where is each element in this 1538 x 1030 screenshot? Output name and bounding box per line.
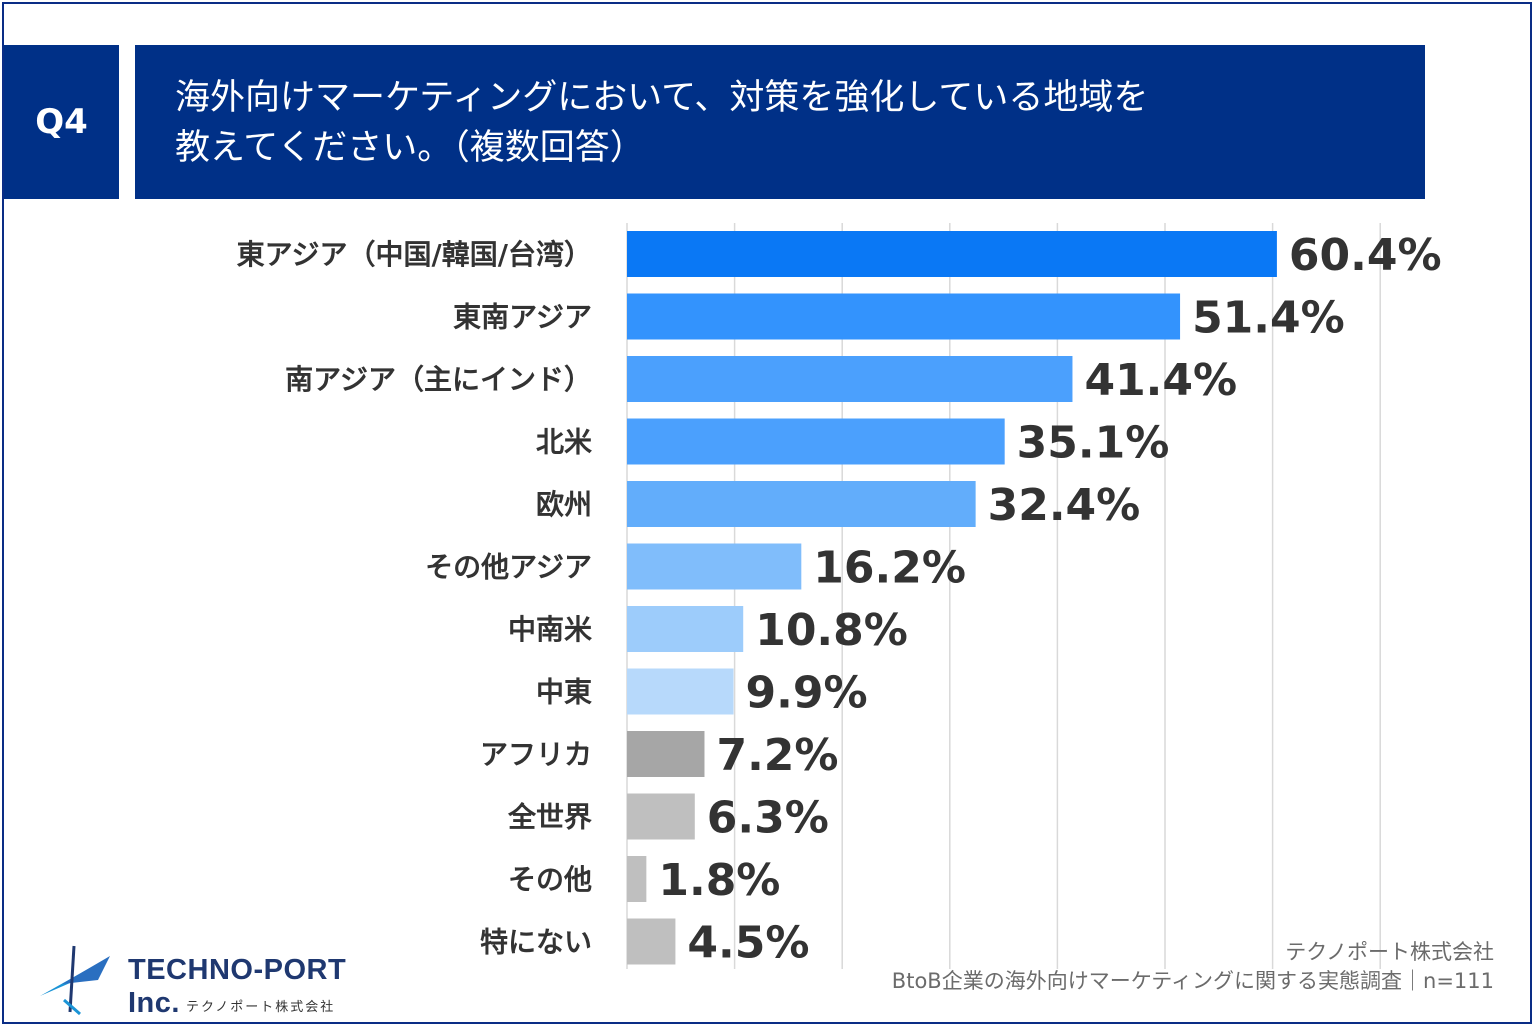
category-label: 欧州 bbox=[536, 488, 592, 521]
value-label: 10.8% bbox=[755, 605, 908, 656]
bar bbox=[627, 356, 1073, 402]
bar bbox=[627, 793, 695, 840]
category-label: アフリカ bbox=[480, 738, 592, 771]
logo-name: TECHNO-PORT Inc. bbox=[128, 954, 347, 1019]
question-title-line-2: 教えてください。（複数回答） bbox=[175, 128, 645, 168]
value-label: 7.2% bbox=[716, 730, 838, 781]
value-label: 41.4% bbox=[1084, 355, 1237, 406]
value-label: 32.4% bbox=[988, 480, 1141, 531]
logo-subtitle: テクノポート株式会社 bbox=[186, 1000, 336, 1015]
category-label: 中東 bbox=[536, 676, 592, 709]
category-label: 南アジア（主にインド） bbox=[285, 363, 592, 396]
source-company: テクノポート株式会社 bbox=[1285, 940, 1494, 964]
category-label: その他アジア bbox=[425, 551, 592, 584]
bar bbox=[627, 293, 1181, 340]
bar bbox=[627, 543, 802, 590]
value-label: 1.8% bbox=[658, 855, 780, 906]
company-logo: TECHNO-PORT Inc. テクノポート株式会社 bbox=[38, 940, 398, 1020]
value-label: 6.3% bbox=[707, 793, 829, 844]
bar bbox=[627, 481, 976, 527]
value-label: 9.9% bbox=[746, 668, 868, 719]
category-label: 北米 bbox=[536, 426, 592, 459]
bar bbox=[627, 668, 734, 715]
value-label: 16.2% bbox=[813, 543, 966, 594]
bar bbox=[627, 918, 676, 965]
category-label: 全世界 bbox=[507, 801, 592, 834]
value-label: 4.5% bbox=[687, 918, 809, 969]
bar bbox=[627, 731, 705, 777]
question-title-line-1: 海外向けマーケティングにおいて、対策を強化している地域を bbox=[175, 78, 1149, 118]
category-label: その他 bbox=[508, 863, 592, 896]
question-title: 海外向けマーケティングにおいて、対策を強化している地域を 教えてください。（複数… bbox=[135, 45, 1425, 199]
bar bbox=[627, 231, 1277, 277]
source-note: テクノポート株式会社 BtoB企業の海外向けマーケティングに関する実態調査｜n=… bbox=[892, 938, 1494, 996]
bar bbox=[627, 856, 647, 902]
value-label: 35.1% bbox=[1017, 418, 1170, 469]
category-label: 中南米 bbox=[508, 613, 592, 646]
category-label: 東南アジア bbox=[453, 301, 592, 334]
value-label: 51.4% bbox=[1192, 293, 1345, 344]
bar bbox=[627, 606, 744, 652]
category-label: 東アジア（中国/韓国/台湾） bbox=[237, 238, 592, 271]
source-survey: BtoB企業の海外向けマーケティングに関する実態調査｜n=111 bbox=[891, 969, 1494, 993]
value-label: 60.4% bbox=[1289, 230, 1442, 281]
category-label: 特にない bbox=[480, 926, 592, 959]
techno-port-logo-icon bbox=[40, 945, 110, 1016]
bar bbox=[627, 418, 1005, 465]
question-number-badge: Q4 bbox=[4, 45, 119, 199]
